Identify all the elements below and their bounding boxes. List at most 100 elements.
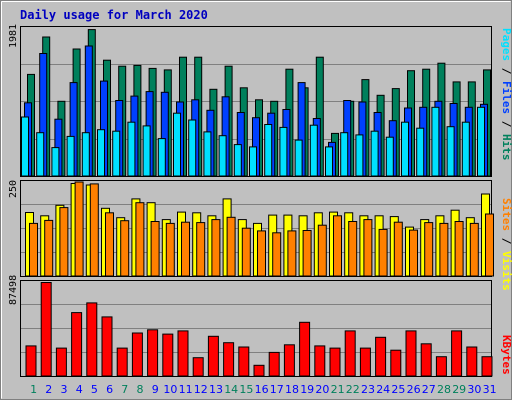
- bar-kbytes-day-18: [283, 344, 295, 377]
- bar-pages-day-29: [446, 126, 455, 177]
- bar-pages-day-11: [173, 112, 181, 177]
- bar-pages-day-6: [97, 129, 105, 177]
- bar-sites-day-9: [150, 221, 160, 277]
- day-label-12: 12: [194, 383, 208, 396]
- bar-kbytes-day-24: [375, 336, 387, 377]
- bar-pages-day-15: [233, 144, 242, 177]
- bar-kbytes-day-15: [238, 346, 250, 377]
- bar-kbytes-day-14: [223, 342, 235, 377]
- day-label-17: 17: [270, 383, 284, 396]
- bar-sites-day-31: [485, 213, 494, 277]
- day-label-16: 16: [255, 383, 269, 396]
- bar-kbytes-day-22: [344, 330, 356, 377]
- bar-kbytes-day-30: [466, 346, 478, 377]
- day-label-30: 30: [467, 383, 481, 396]
- bar-sites-day-7: [120, 220, 130, 277]
- bar-pages-day-16: [249, 146, 257, 177]
- ymax-label-bottom: 87498: [8, 275, 19, 305]
- bar-kbytes-day-20: [314, 345, 326, 377]
- bar-pages-day-22: [340, 132, 349, 177]
- bar-pages-day-2: [36, 132, 45, 177]
- bar-kbytes-day-23: [359, 347, 371, 377]
- bar-sites-day-1: [29, 222, 38, 277]
- bar-kbytes-day-28: [435, 356, 447, 377]
- bar-kbytes-day-26: [405, 330, 417, 377]
- bar-kbytes-day-1: [25, 345, 37, 377]
- side-label-files: Files: [500, 81, 512, 114]
- bar-kbytes-day-25: [390, 349, 402, 377]
- bar-pages-day-31: [477, 106, 485, 177]
- bar-kbytes-day-17: [268, 351, 280, 377]
- bar-kbytes-day-9: [147, 329, 159, 377]
- bar-kbytes-day-12: [192, 357, 204, 377]
- side-label-sites-visits: Sites / Visits: [500, 198, 512, 291]
- day-label-23: 23: [361, 383, 375, 396]
- bar-kbytes-day-2: [40, 282, 52, 377]
- bar-sites-day-22: [348, 221, 358, 277]
- bar-sites-day-16: [257, 230, 266, 277]
- ymax-label-middle: 250: [8, 180, 19, 198]
- bar-kbytes-day-21: [329, 347, 341, 377]
- bar-kbytes-day-6: [101, 316, 113, 377]
- bar-pages-day-12: [188, 119, 197, 177]
- bar-pages-day-7: [112, 130, 121, 177]
- bar-pages-day-27: [416, 127, 425, 177]
- bar-sites-day-20: [317, 224, 327, 277]
- bar-sites-day-14: [226, 216, 236, 277]
- bar-kbytes-day-16: [253, 364, 265, 377]
- bar-pages-day-21: [325, 146, 333, 177]
- bar-pages-day-18: [279, 126, 288, 177]
- day-label-18: 18: [285, 383, 299, 396]
- bar-pages-day-9: [142, 125, 151, 177]
- bar-sites-day-30: [469, 222, 479, 277]
- day-label-3: 3: [61, 383, 68, 396]
- bar-sites-day-3: [59, 207, 69, 277]
- day-label-5: 5: [91, 383, 98, 396]
- day-label-7: 7: [121, 383, 128, 396]
- bars-kbytes: [25, 282, 493, 377]
- bar-sites-day-28: [439, 222, 449, 277]
- day-label-27: 27: [422, 383, 436, 396]
- bar-sites-day-4: [74, 181, 84, 277]
- bar-sites-day-10: [165, 222, 175, 277]
- bar-pages-day-4: [66, 135, 75, 177]
- bar-kbytes-day-19: [299, 321, 311, 377]
- bar-sites-day-13: [211, 219, 221, 277]
- day-label-8: 8: [137, 383, 144, 396]
- bar-sites-day-18: [287, 230, 297, 277]
- side-label-separator: /: [500, 114, 512, 134]
- bar-pages-day-5: [81, 132, 90, 177]
- bar-kbytes-day-10: [162, 333, 174, 377]
- bar-sites-day-27: [424, 222, 434, 277]
- bar-pages-day-19: [294, 139, 303, 177]
- bar-sites-day-12: [196, 222, 206, 277]
- side-label-hits: Hits: [500, 134, 512, 161]
- bar-pages-day-8: [127, 121, 136, 177]
- side-label-separator: /: [500, 61, 512, 81]
- day-label-25: 25: [391, 383, 405, 396]
- bar-pages-day-20: [309, 124, 318, 177]
- bar-sites-day-29: [454, 221, 464, 277]
- side-label-pages-files-hits: Pages / Files / Hits: [500, 28, 512, 161]
- day-label-29: 29: [452, 383, 466, 396]
- bar-pages-day-30: [461, 121, 470, 177]
- bar-sites-day-8: [135, 202, 145, 277]
- day-label-20: 20: [315, 383, 329, 396]
- day-label-28: 28: [437, 383, 451, 396]
- bar-pages-day-1: [21, 116, 29, 177]
- day-label-22: 22: [346, 383, 360, 396]
- day-label-10: 10: [163, 383, 177, 396]
- bar-pages-day-23: [355, 134, 364, 177]
- bar-kbytes-day-29: [451, 330, 463, 377]
- bar-pages-day-17: [264, 124, 273, 177]
- bar-sites-day-19: [302, 230, 312, 277]
- bars-hits-files-pages: [21, 29, 491, 177]
- day-label-14: 14: [224, 383, 238, 396]
- bar-pages-day-14: [218, 135, 227, 177]
- day-label-6: 6: [106, 383, 113, 396]
- bar-kbytes-day-13: [207, 335, 219, 377]
- day-label-4: 4: [76, 383, 83, 396]
- bar-sites-day-11: [181, 221, 190, 277]
- day-label-9: 9: [152, 383, 159, 396]
- bar-sites-day-2: [44, 219, 54, 277]
